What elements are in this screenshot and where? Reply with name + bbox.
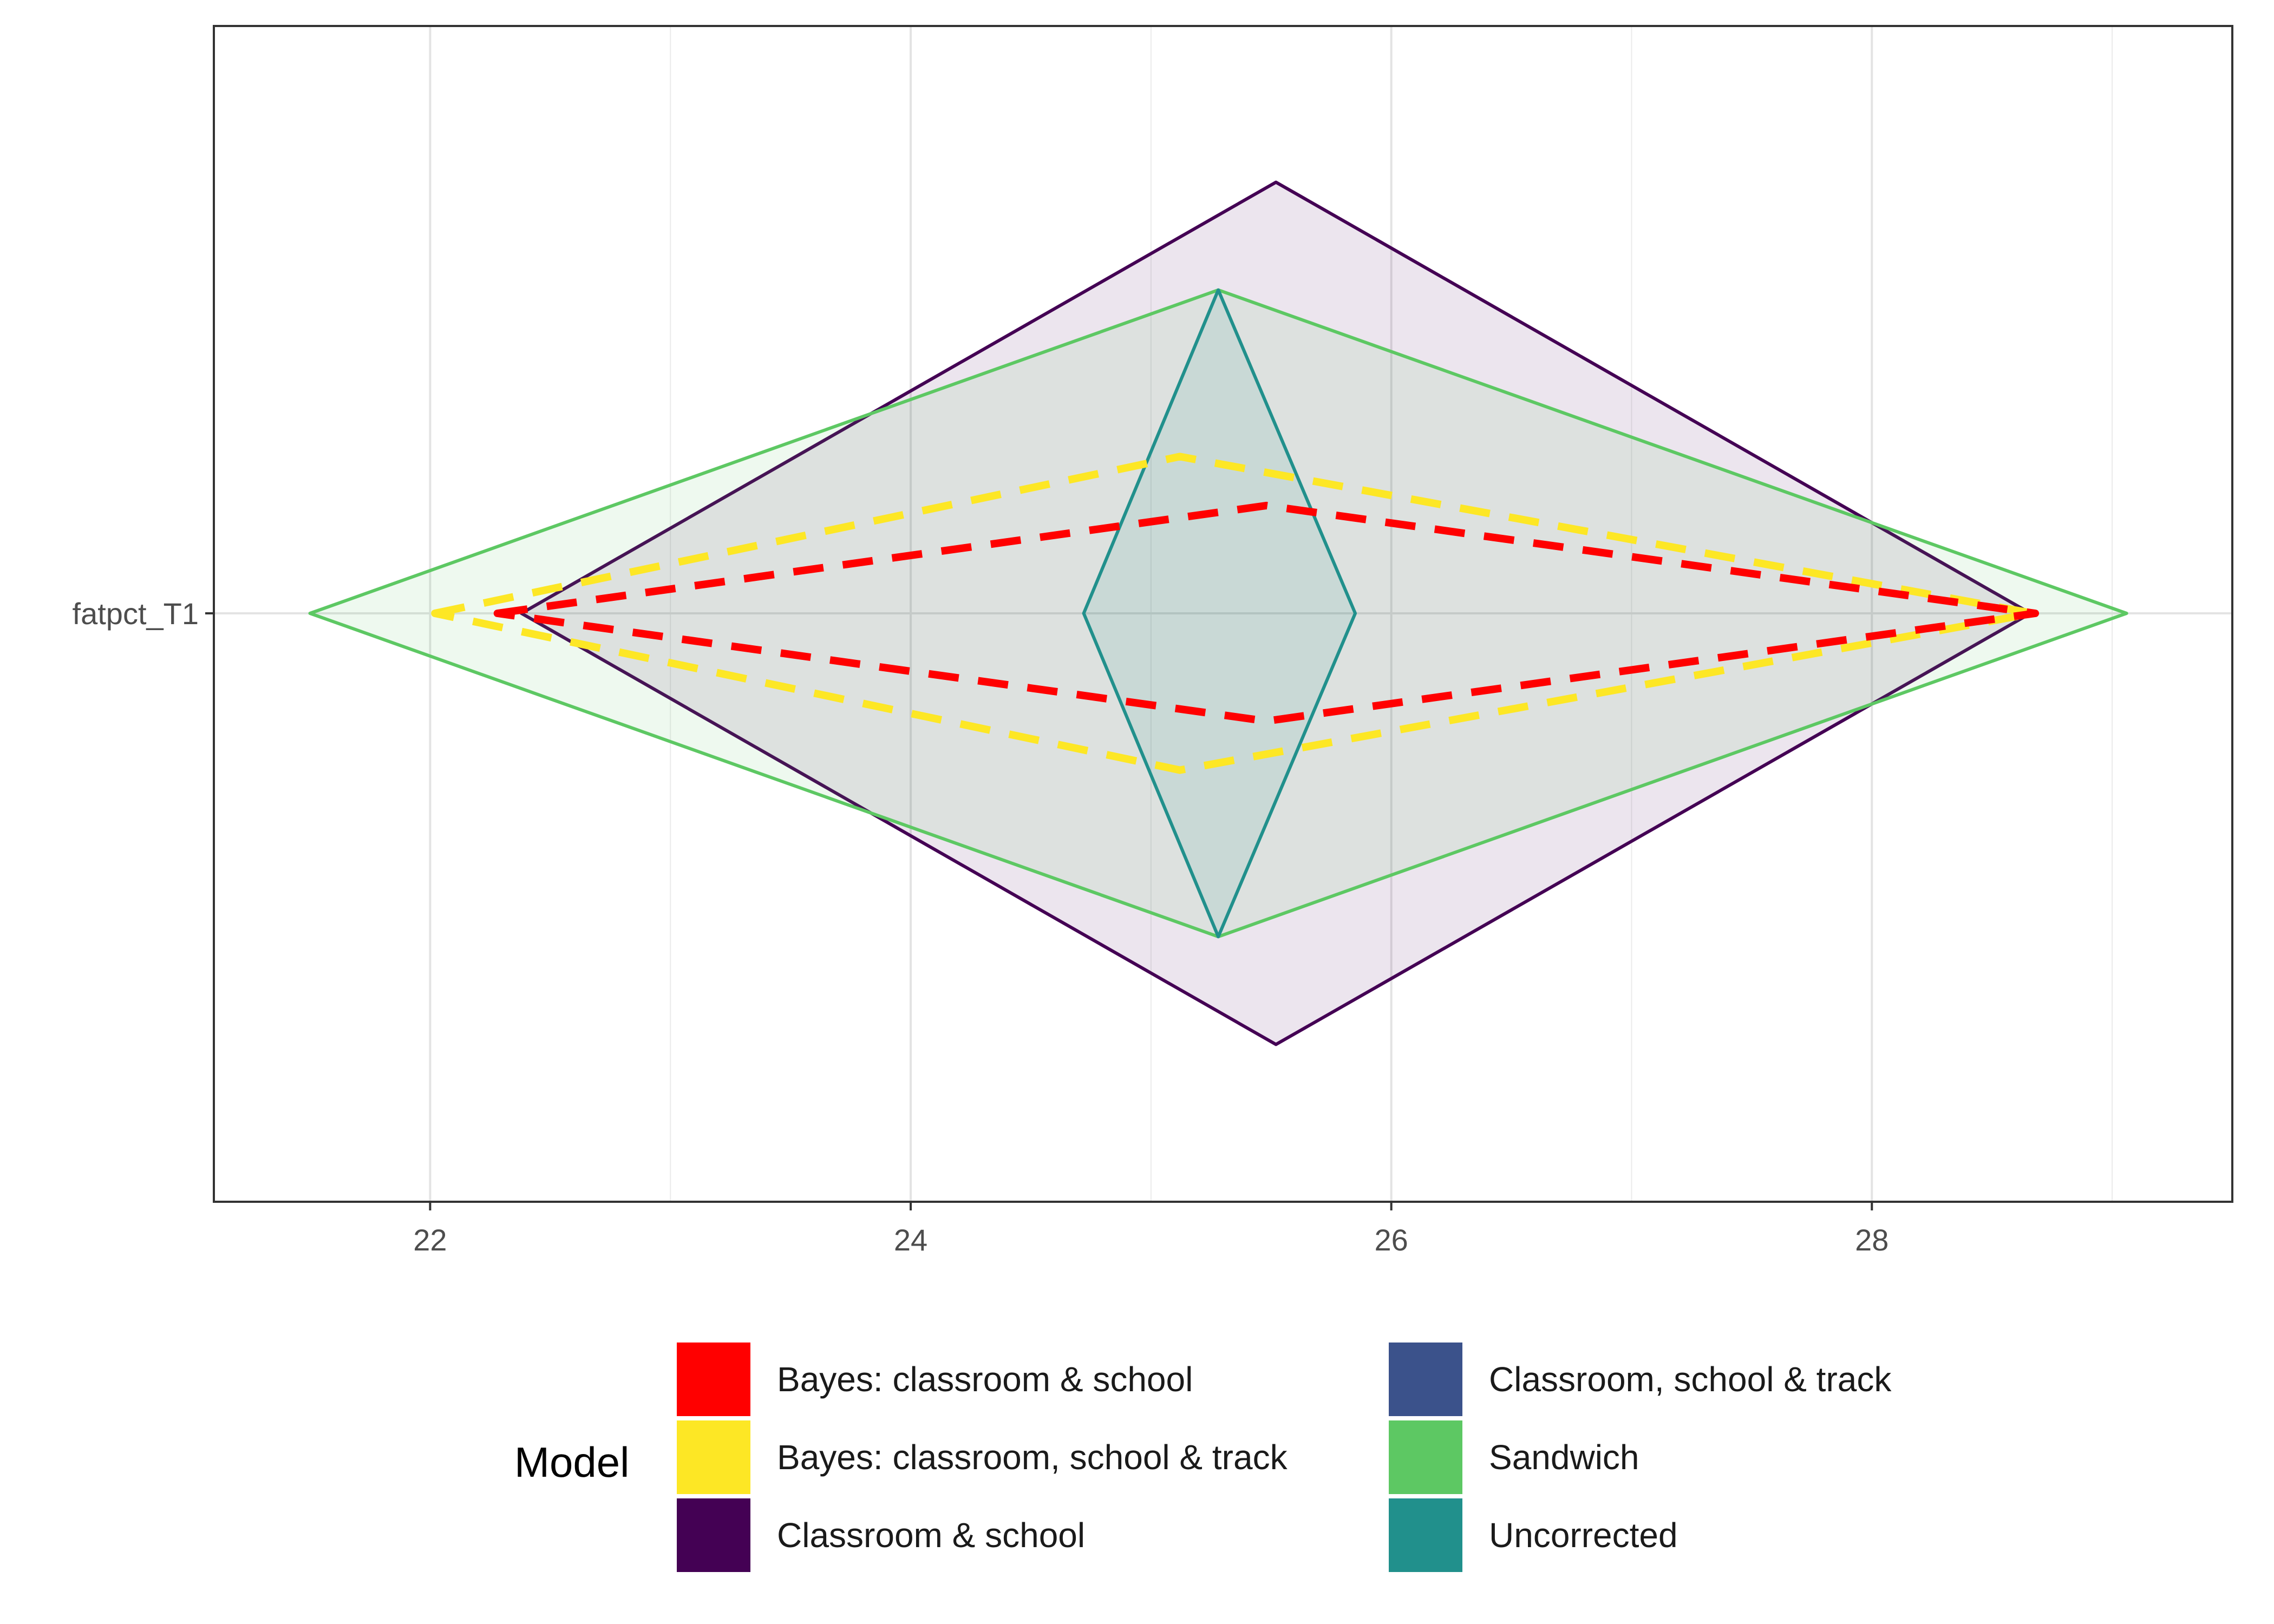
legend-label-classroom-school-track: Classroom, school & track: [1489, 1360, 1892, 1399]
x-tick-label: 24: [894, 1223, 927, 1257]
legend-key-classroom-school: [677, 1498, 750, 1572]
legend-title: Model: [514, 1438, 629, 1486]
diamond-sandwich: [308, 288, 2128, 939]
y-tick-label: fatpct_T1: [73, 597, 199, 631]
legend-label-bayes-classroom-school: Bayes: classroom & school: [777, 1360, 1193, 1399]
legend-key-sandwich: [1389, 1420, 1462, 1494]
legend-key-classroom-school-track: [1389, 1343, 1462, 1416]
legend-key-uncorrected: [1389, 1498, 1462, 1572]
legend-key-bayes-classroom-school-track: [677, 1420, 750, 1494]
x-tick-label: 22: [413, 1223, 447, 1257]
legend-label-classroom-school: Classroom & school: [777, 1516, 1085, 1555]
legend-label-bayes-classroom-school-track: Bayes: classroom, school & track: [777, 1438, 1288, 1477]
diamond-uncorrected: [1082, 288, 1357, 939]
grid-lines: [214, 26, 2232, 1202]
legend: Model Bayes: classroom & school Bayes: cl…: [514, 1343, 1892, 1572]
axes: 22 24 26 28 fatpct_T1: [73, 597, 1889, 1257]
series-layer: [308, 180, 2128, 1046]
x-tick-label: 28: [1855, 1223, 1889, 1257]
legend-label-sandwich: Sandwich: [1489, 1438, 1639, 1477]
legend-label-uncorrected: Uncorrected: [1489, 1516, 1678, 1555]
diamond-bayes-classroom-school-track: [431, 453, 2037, 774]
legend-key-bayes-classroom-school: [677, 1343, 750, 1416]
diamond-bayes-classroom-school: [493, 501, 2040, 725]
x-tick-label: 26: [1375, 1223, 1408, 1257]
